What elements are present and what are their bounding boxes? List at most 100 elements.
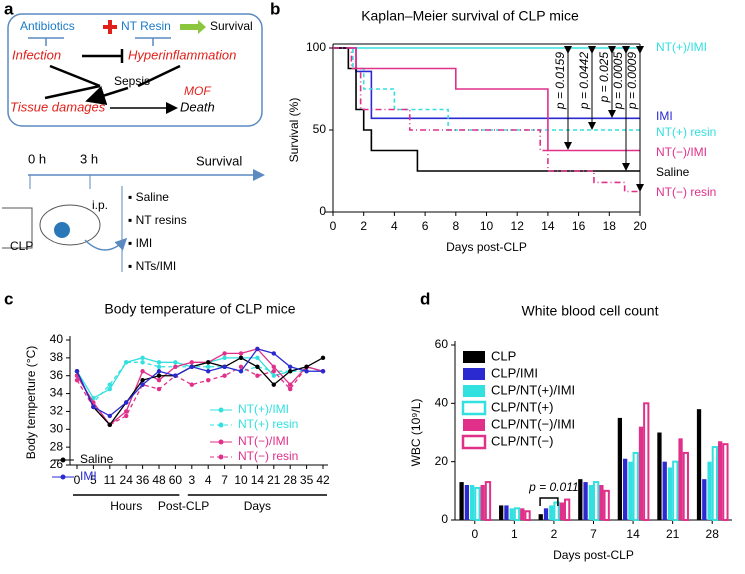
bar	[662, 461, 667, 520]
legend-swatch	[461, 400, 487, 416]
legend-label: NT(−)/IMI	[656, 145, 707, 159]
legend-marker	[218, 439, 224, 445]
point	[107, 386, 113, 392]
legend-label: NT(−) resin	[656, 185, 716, 199]
inhibit	[28, 37, 171, 46]
bar	[638, 426, 644, 520]
point	[288, 386, 293, 392]
point	[124, 400, 129, 405]
x-tick-label: 21	[267, 473, 281, 487]
point	[271, 364, 276, 369]
x-tick-label: 14	[626, 527, 640, 541]
organ	[54, 222, 70, 238]
bar	[603, 489, 610, 522]
legend-marker	[60, 474, 66, 480]
x-tick-label: 10	[234, 473, 248, 487]
x-tick-label: 20	[633, 219, 647, 233]
bar	[538, 514, 543, 520]
point	[206, 369, 211, 374]
bracket	[539, 497, 559, 506]
y-tick-label: 30	[50, 421, 64, 435]
bar	[643, 402, 650, 522]
point	[107, 382, 113, 387]
bar	[513, 507, 521, 522]
bar	[509, 508, 514, 520]
legend-label: CLP/NT(−)	[491, 433, 553, 448]
time: Survival	[196, 153, 242, 168]
x-tick-label: 28	[284, 473, 298, 487]
point	[255, 355, 260, 361]
x-tick-label: 24	[120, 473, 134, 487]
legend-swatch	[461, 434, 487, 450]
point	[304, 364, 309, 369]
p-value: p = 0.025	[597, 52, 611, 104]
panel-label: d	[420, 289, 430, 308]
legend-marker	[218, 454, 224, 460]
group-label: Days	[244, 499, 271, 513]
series-line	[76, 348, 324, 426]
point	[91, 395, 96, 401]
label: i.p.	[92, 198, 108, 212]
point	[173, 373, 178, 378]
group-label: Hours	[110, 499, 142, 513]
chart-title: Kaplan–Meier survival of CLP mice	[361, 8, 579, 24]
point	[206, 364, 211, 369]
y-axis-label: WBC (10⁹/L)	[409, 399, 423, 467]
legend-swatch	[463, 385, 485, 397]
point	[288, 382, 293, 387]
bar	[499, 505, 504, 520]
y-tick-label: 26	[50, 457, 64, 471]
bar	[717, 441, 723, 520]
bar	[707, 461, 712, 520]
chart-title: White blood cell count	[522, 303, 659, 319]
x-tick-label: 60	[169, 473, 183, 487]
x-tick-label: 14	[541, 219, 555, 233]
x-tick-label: 28	[706, 527, 720, 541]
point	[107, 422, 113, 428]
point	[140, 355, 145, 361]
p-value: p = 0.0009	[625, 52, 639, 110]
point	[124, 360, 129, 365]
x-tick-label: 10	[480, 219, 494, 233]
point	[271, 351, 276, 356]
y-tick-label: 20	[435, 454, 449, 468]
panel-label: b	[270, 0, 280, 18]
item: ▪ IMI	[128, 236, 152, 250]
legend-label: NT(−) resin	[238, 449, 298, 463]
x-tick-label: 2	[551, 527, 558, 541]
label: NT Resin	[121, 19, 171, 33]
bar	[593, 481, 600, 522]
bar	[623, 458, 628, 520]
point	[140, 377, 145, 383]
y-tick-label: 60	[435, 337, 449, 351]
point	[271, 369, 276, 374]
x-tick-label: 16	[572, 219, 586, 233]
x-tick-label: 12	[511, 219, 525, 233]
point	[173, 360, 178, 365]
bar	[702, 479, 707, 520]
panel-a: a Antibiotics NT Resin Survival Infectio…	[2, 0, 265, 273]
survival-line	[333, 47, 640, 131]
point	[238, 355, 244, 361]
arrow	[84, 237, 128, 251]
point	[173, 364, 178, 369]
point	[206, 360, 211, 365]
point	[222, 373, 227, 378]
series-line	[76, 361, 323, 404]
bar	[459, 482, 464, 520]
x-tick-label: 5	[90, 473, 97, 487]
bar	[632, 451, 639, 521]
legend-label: Saline	[656, 165, 690, 179]
legend-label: IMI	[80, 469, 97, 483]
y-tick-label: 50	[313, 122, 327, 136]
x-tick-label: 11	[104, 473, 117, 487]
legend-swatch	[463, 368, 485, 380]
chart: c Body temperature of CLP mice Body temper…	[4, 289, 330, 513]
bar	[480, 485, 485, 520]
x-tick-label: 0	[330, 219, 337, 233]
treatment-list: ▪ Saline ▪ NT resins ▪ IMI ▪ NTs/IMI	[128, 190, 187, 273]
y-tick-label: 40	[435, 396, 449, 410]
point	[156, 386, 162, 392]
x-tick-label: 1	[511, 527, 518, 541]
bar	[549, 505, 554, 520]
